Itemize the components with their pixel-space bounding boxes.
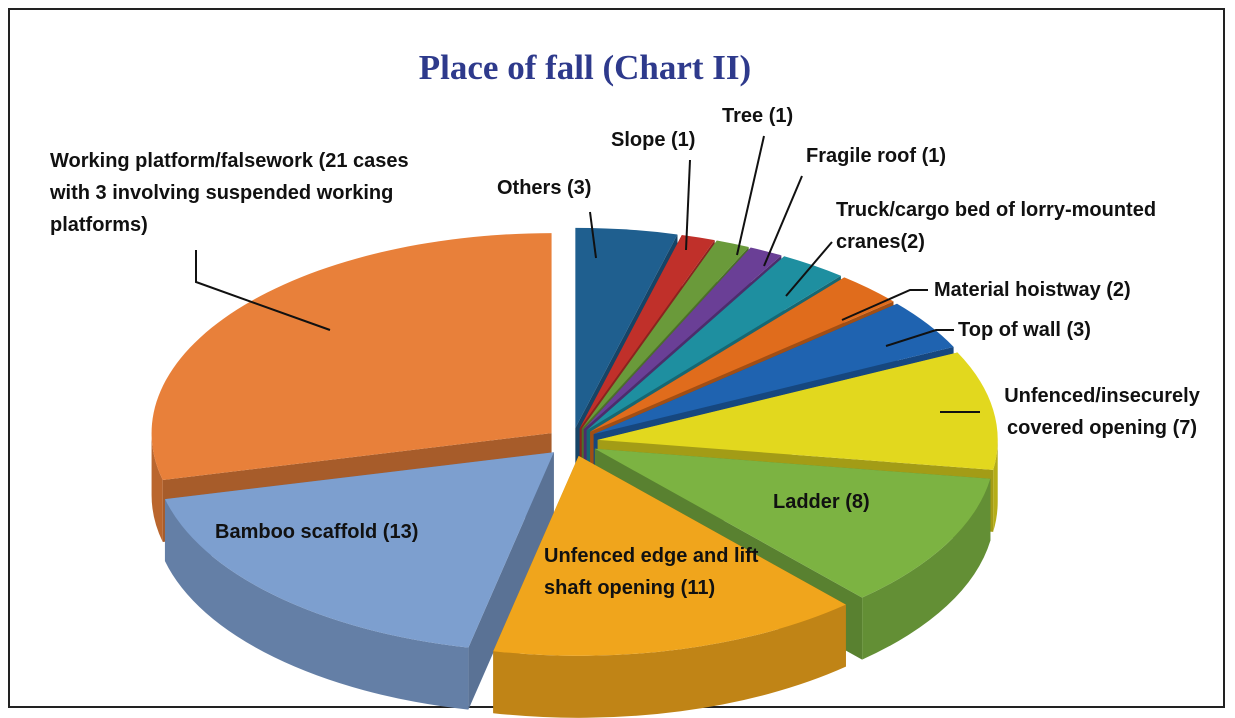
slice-label: Fragile roof (1) bbox=[806, 145, 947, 167]
leader-line bbox=[841, 289, 928, 321]
slice-label: Truck/cargo bed of lorry-mounted cranes(… bbox=[836, 199, 1157, 253]
slice-side bbox=[493, 604, 846, 718]
leader-line bbox=[685, 159, 691, 251]
slice-label: Material hoistway (2) bbox=[934, 279, 1131, 301]
slice bbox=[493, 455, 846, 656]
slice bbox=[575, 227, 678, 428]
slice bbox=[583, 247, 782, 430]
slice-label: Tree (1) bbox=[722, 105, 794, 127]
slice-label: Ladder (8) bbox=[773, 491, 870, 513]
chart-title: Place of fall (Chart II) bbox=[418, 48, 752, 87]
slice-label: Bamboo scaffold (13) bbox=[215, 521, 419, 543]
slice bbox=[590, 277, 894, 432]
leader-lines bbox=[195, 135, 980, 413]
slice-side bbox=[151, 433, 163, 543]
slice bbox=[151, 233, 552, 481]
slice-label: Unfenced/insecurely covered opening (7) bbox=[1004, 385, 1200, 439]
slice bbox=[597, 352, 998, 470]
slice-label: Working platform/falsework (21 cases wit… bbox=[50, 150, 409, 236]
leader-line bbox=[589, 211, 597, 259]
slice-label: Slope (1) bbox=[611, 129, 696, 151]
slice bbox=[581, 240, 749, 429]
slice-side bbox=[993, 439, 998, 532]
slice bbox=[579, 234, 715, 429]
slice bbox=[586, 256, 841, 431]
slice-side bbox=[164, 499, 469, 710]
leader-line bbox=[195, 250, 331, 331]
slice-label: Top of wall (3) bbox=[958, 319, 1091, 341]
slice bbox=[164, 452, 554, 648]
slice-label: Unfenced edge and lift shaft opening (11… bbox=[544, 545, 759, 599]
slice-side bbox=[862, 478, 991, 660]
leader-line bbox=[885, 329, 954, 347]
leader-line bbox=[736, 135, 765, 256]
pie bbox=[151, 227, 998, 718]
slice bbox=[593, 303, 954, 435]
slice bbox=[594, 448, 991, 598]
leader-line bbox=[785, 241, 833, 297]
leader-line bbox=[763, 175, 803, 267]
slice-label: Others (3) bbox=[497, 177, 592, 199]
